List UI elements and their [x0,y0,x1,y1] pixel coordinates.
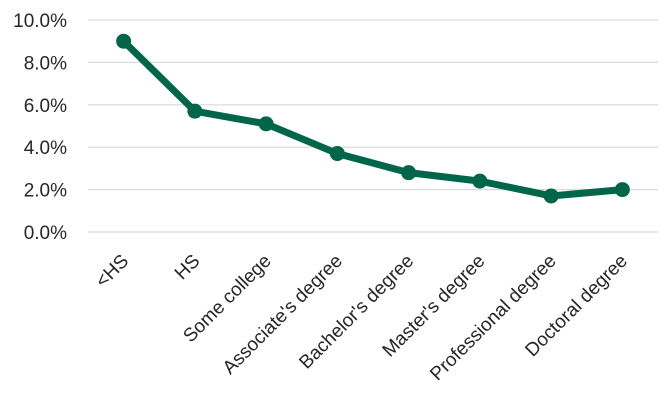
y-tick-label: 0.0% [24,223,67,244]
data-point [472,173,488,189]
data-point [329,146,345,162]
y-tick-label: 4.0% [24,138,67,159]
series-layer [116,33,630,204]
grid-layer [88,19,658,233]
data-point [614,182,630,198]
x-tick-label: Associate's degree [219,251,347,379]
data-point [543,188,559,204]
y-tick-label: 6.0% [24,96,67,117]
x-tick-label: Professional degree [426,251,560,385]
x-tick-label: <HS [92,251,133,292]
y-tick-label: 10.0% [13,11,67,32]
data-point [187,103,203,119]
y-axis-labels: 10.0% 8.0% 6.0% 4.0% 2.0% 0.0% [13,11,67,244]
data-point [401,165,417,181]
data-point [258,116,274,132]
y-tick-label: 8.0% [24,53,67,74]
data-point [116,33,132,49]
y-tick-label: 2.0% [24,181,67,202]
x-tick-label: HS [171,251,205,285]
series-line [120,37,626,200]
